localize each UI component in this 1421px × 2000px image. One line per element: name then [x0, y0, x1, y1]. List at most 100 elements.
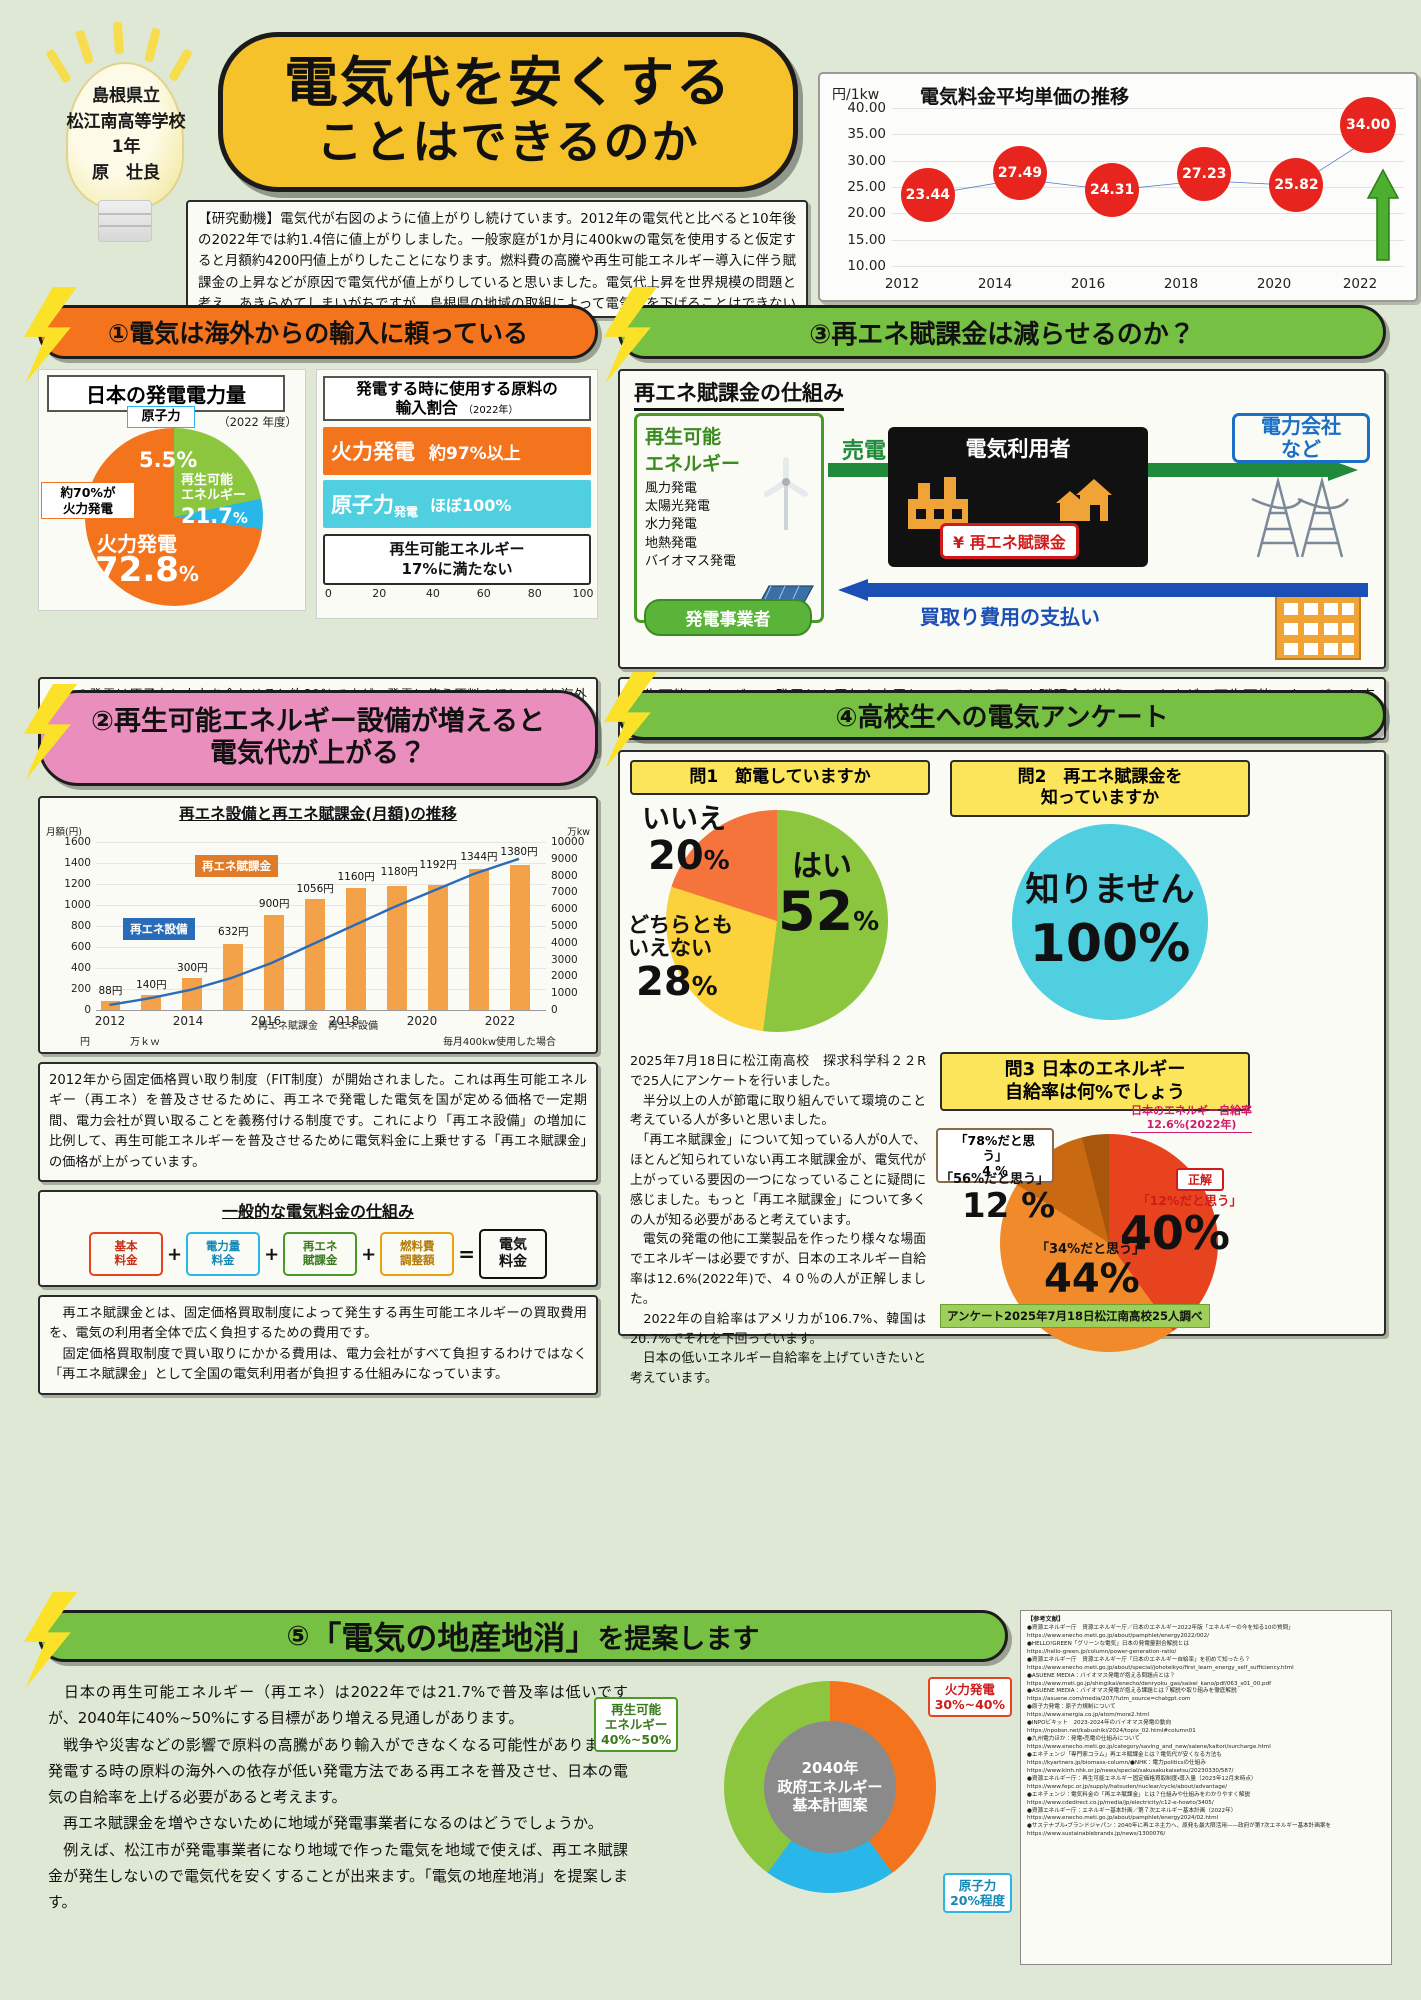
y2tick: 0	[551, 1004, 558, 1016]
plus-sign-icon: +	[166, 1243, 183, 1265]
reference-line: ●資源エネルギー庁：エネルギー基本計画／第７次エネルギー基本計画（2022年）	[1027, 1807, 1237, 1814]
reference-line: https://hello-green.jp/column/power-gene…	[1027, 1648, 1177, 1655]
ytick: 400	[70, 962, 91, 974]
import-title-line1: 発電する時に使用する原料の	[356, 380, 558, 398]
gov-plan-center-label: 2040年 政府エネルギー 基本計画案	[764, 1721, 896, 1853]
bar-label: 1056円	[296, 882, 334, 895]
section-2: ②再生可能エネルギー設備が増えると 電気代が上がる？ 再エネ設備と再エネ賦課金(…	[24, 684, 598, 1395]
house-icon	[1056, 479, 1112, 521]
gov-plan-tag-nuclear: 原子力 20%程度	[943, 1873, 1012, 1913]
price-chart-title: 電気料金平均単価の推移	[920, 86, 1130, 108]
xtick: 2016	[1070, 276, 1106, 292]
section-5-text: 日本の再生可能エネルギー（再エネ）は2022年では21.7%で普及率は低いですが…	[48, 1683, 628, 1911]
bar-label: 1180円	[380, 865, 418, 878]
poster-title: 電気代を安くする ことはできるのか	[218, 32, 798, 192]
import-panel-title: 発電する時に使用する原料の 輸入割合 （2022年）	[323, 376, 591, 422]
reference-line: https://www.enecho.meti.go.jp/category/s…	[1027, 1744, 1271, 1750]
y2tick: 10000	[551, 836, 585, 848]
q3-option-56-label: 「56%だと思う」	[940, 1172, 1050, 1187]
gridline	[96, 842, 546, 843]
reference-line: ●資源エネルギー庁：再生可能エネルギー固定価格買取制度・導入量（2023年12月…	[1027, 1775, 1257, 1782]
ytick: 0	[84, 1004, 91, 1016]
transmission-tower-icon	[1251, 476, 1350, 558]
ytick: 20.00	[847, 205, 886, 222]
import-year: （2022年）	[462, 404, 519, 416]
ytick: 25.00	[847, 179, 886, 195]
y2tick: 6000	[551, 903, 578, 916]
section-4-banner: ④高校生への電気アンケート	[618, 690, 1386, 740]
ytick: 30.00	[847, 152, 886, 169]
legend-labels: 再エネ賦課金 再エネ設備	[258, 1021, 378, 1032]
fukakin-mechanism-diagram: 再エネ賦課金の仕組み 再生可能 エネルギー 風力発電 太陽光発電 水力発電 地熱…	[618, 369, 1386, 669]
pie-renewable-label: 再生可能 エネルギー	[181, 473, 247, 503]
pie-nuclear-value: 5.5%	[139, 448, 198, 472]
reference-line: ●エネチェンジ「専門家コラム」再エネ賦課金とは？電気代が安くなる方法も	[1027, 1751, 1222, 1758]
reference-line: https://www.cdedirect.co.jp/media/jp/ele…	[1027, 1799, 1214, 1806]
bulb-ray-icon	[144, 27, 161, 63]
price-chart-plot: 23.44 27.49 24.31 27.23 25.82 34.00	[892, 97, 1404, 267]
xtick: 2014	[172, 1014, 204, 1028]
xtick: 2012	[884, 276, 920, 292]
reference-line: https://www.sustainablebrands.jp/news/13…	[1027, 1831, 1166, 1838]
fee-item-basic: 基本 料金	[88, 1232, 163, 1276]
section-1-content: 日本の発電電力量 （2022 年度） 原子力 約70%が 火力発電 5.5% 再…	[38, 369, 598, 669]
axis-line	[96, 1010, 546, 1011]
section-5-content: 日本の再生可能エネルギー（再エネ）は2022年では21.7%で普及率は低いですが…	[38, 1671, 1012, 1921]
xtick: 2020	[1256, 276, 1292, 292]
q3-option-56-value: 12 %	[962, 1186, 1056, 1226]
bar	[387, 886, 407, 1010]
section-3: ③再エネ賦課金は減らせるのか？ 再エネ賦課金の仕組み 再生可能 エネルギー 風力…	[604, 287, 1386, 740]
import-nuclear-label: 原子力	[331, 493, 394, 518]
renewable-energy-box: 再生可能 エネルギー 風力発電 太陽光発電 水力発電 地熱発電 バイオマス発電	[634, 413, 824, 623]
saiene-chart-title: 再エネ設備と再エネ賦課金(月額)の推移	[179, 805, 457, 823]
xtick: 2012	[94, 1014, 126, 1028]
section-4-survey-text: 2025年7月18日に松江南高校 探求科学科２２Rで25人にアンケートを行いまし…	[630, 1054, 926, 1387]
reference-line: https://npobsn.net/kabushiki/2024/topix_…	[1027, 1728, 1196, 1735]
equals-sign-icon: =	[458, 1242, 476, 1267]
y2tick: 5000	[551, 920, 578, 932]
power-company-label: 電力会社 など	[1261, 414, 1341, 461]
data-point-bubble: 25.82	[1269, 158, 1324, 213]
legend-units: 円 万ｋｗ	[80, 1037, 160, 1048]
q1-yes-label: はい	[792, 849, 852, 884]
section-1-banner: ①電気は海外からの輸入に頼っている	[38, 305, 598, 359]
plus-sign-icon: +	[264, 1243, 280, 1265]
gov-plan-tag-thermal: 火力発電 30%~40%	[927, 1677, 1012, 1717]
q3-option-34-label: 「34%だと思う」	[1036, 1242, 1146, 1257]
xtick: 2022	[484, 1014, 516, 1028]
bar-label: 88円	[98, 985, 123, 998]
bar-label: 632円	[217, 926, 249, 939]
data-point-bubble: 27.23	[1177, 147, 1232, 202]
bulb-ray-icon	[112, 21, 125, 55]
xtick: 80	[527, 587, 542, 601]
bar	[182, 978, 203, 1010]
school-author-name: 島根県立 松江南高等学校 1年 原 壮良	[66, 86, 186, 183]
xtick: 2020	[406, 1014, 438, 1028]
pie-renewable-value: 21.7%	[181, 504, 248, 528]
reference-line: https://kyartners.jp/biomass-column/●NHK…	[1027, 1759, 1206, 1766]
ytick: 15.00	[847, 231, 886, 248]
wind-turbine-icon	[764, 457, 808, 530]
y2tick: 4000	[551, 936, 578, 949]
reference-line: https://www.enecho.meti.go.jp/about/spec…	[1027, 1664, 1294, 1671]
section-4-content: 問1 節電していますか 問2 再エネ賦課金を 知っていますか はい 52% いい…	[618, 750, 1386, 1386]
bulb-ray-icon	[74, 29, 95, 65]
import-row-thermal: 火力発電 約97%以上	[323, 427, 591, 476]
fee-item-fuel: 燃料費 調整額	[380, 1232, 455, 1276]
ytick: 35.00	[847, 126, 886, 143]
price-trend-chart: 円/1kw 電気料金平均単価の推移 40.00 35.00 30.00 25.0…	[818, 72, 1418, 302]
intro-motivation-text: 【研究動機】電気代が右図のように値上がりし続けています。2012年の電気代と比べ…	[186, 200, 808, 333]
q1-pie-chart	[666, 810, 888, 1032]
bulb-ray-icon	[168, 48, 193, 82]
title-line-1: 電気代を安くする	[284, 51, 732, 115]
import-title-line2: 輸入割合	[395, 398, 458, 417]
q1-no-label: いいえ	[642, 802, 727, 835]
reference-line: ●資源エネルギー庁 資源エネルギー庁「日本のエネルギー自給率」を初めて知ったら？	[1027, 1656, 1251, 1663]
saiene-y2-unit: 万kw	[567, 827, 590, 838]
price-trend-line	[892, 108, 1404, 266]
reference-line: ●INPOビキット 2023-2024年のバイオマス発電の動向	[1027, 1720, 1172, 1727]
data-point-bubble: 27.49	[993, 145, 1047, 200]
xtick: 2014	[977, 276, 1013, 292]
xtick: 40	[425, 587, 440, 601]
bar-label: 1192円	[419, 859, 457, 872]
